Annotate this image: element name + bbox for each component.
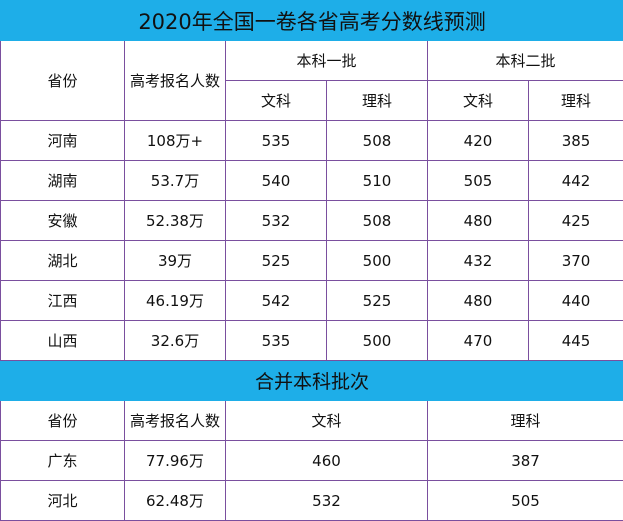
batch2-arts-cell: 420 [428, 121, 529, 161]
batch1-science-cell: 500 [327, 321, 428, 361]
table-row: 河北 62.48万 532 505 [1, 481, 623, 521]
batch2-arts-cell: 480 [428, 281, 529, 321]
header-row-1: 省份 高考报名人数 本科一批 本科二批 [1, 41, 623, 81]
batch1-science-cell: 525 [327, 281, 428, 321]
science-cell: 505 [428, 481, 623, 521]
merged-title-row: 合并本科批次 [1, 361, 623, 401]
merged-header-science: 理科 [428, 401, 623, 441]
province-cell: 广东 [1, 441, 125, 481]
science-cell: 387 [428, 441, 623, 481]
province-cell: 江西 [1, 281, 125, 321]
applicants-cell: 46.19万 [125, 281, 226, 321]
province-cell: 湖北 [1, 241, 125, 281]
arts-cell: 460 [226, 441, 428, 481]
batch1-arts-cell: 542 [226, 281, 327, 321]
batch1-science-cell: 500 [327, 241, 428, 281]
applicants-cell: 53.7万 [125, 161, 226, 201]
batch2-arts-cell: 432 [428, 241, 529, 281]
table-row: 河南 108万+ 535 508 420 385 [1, 121, 623, 161]
province-cell: 山西 [1, 321, 125, 361]
table-row: 山西 32.6万 535 500 470 445 [1, 321, 623, 361]
batch1-science-cell: 510 [327, 161, 428, 201]
table-row: 江西 46.19万 542 525 480 440 [1, 281, 623, 321]
batch2-arts-cell: 480 [428, 201, 529, 241]
header-applicants: 高考报名人数 [125, 41, 226, 121]
batch2-science-cell: 442 [529, 161, 623, 201]
applicants-cell: 52.38万 [125, 201, 226, 241]
header-batch2-arts: 文科 [428, 81, 529, 121]
merged-header-applicants: 高考报名人数 [125, 401, 226, 441]
arts-cell: 532 [226, 481, 428, 521]
merged-header-row: 省份 高考报名人数 文科 理科 [1, 401, 623, 441]
header-batch2-science: 理科 [529, 81, 623, 121]
merged-header-province: 省份 [1, 401, 125, 441]
batch2-science-cell: 445 [529, 321, 623, 361]
batch1-arts-cell: 540 [226, 161, 327, 201]
batch1-science-cell: 508 [327, 201, 428, 241]
header-batch1-arts: 文科 [226, 81, 327, 121]
table-row: 湖北 39万 525 500 432 370 [1, 241, 623, 281]
province-cell: 河南 [1, 121, 125, 161]
applicants-cell: 39万 [125, 241, 226, 281]
applicants-cell: 77.96万 [125, 441, 226, 481]
province-cell: 湖南 [1, 161, 125, 201]
batch2-arts-cell: 470 [428, 321, 529, 361]
table-title: 2020年全国一卷各省高考分数线预测 [1, 1, 623, 41]
batch2-science-cell: 385 [529, 121, 623, 161]
province-cell: 安徽 [1, 201, 125, 241]
batch2-science-cell: 440 [529, 281, 623, 321]
header-batch1: 本科一批 [226, 41, 428, 81]
header-province: 省份 [1, 41, 125, 121]
batch1-arts-cell: 525 [226, 241, 327, 281]
header-batch2: 本科二批 [428, 41, 623, 81]
title-row: 2020年全国一卷各省高考分数线预测 [1, 1, 623, 41]
merged-header-arts: 文科 [226, 401, 428, 441]
province-cell: 河北 [1, 481, 125, 521]
applicants-cell: 62.48万 [125, 481, 226, 521]
table-row: 广东 77.96万 460 387 [1, 441, 623, 481]
applicants-cell: 108万+ [125, 121, 226, 161]
batch1-science-cell: 508 [327, 121, 428, 161]
batch2-science-cell: 425 [529, 201, 623, 241]
applicants-cell: 32.6万 [125, 321, 226, 361]
merged-section-title: 合并本科批次 [1, 361, 623, 401]
batch1-arts-cell: 535 [226, 121, 327, 161]
batch2-science-cell: 370 [529, 241, 623, 281]
table-row: 湖南 53.7万 540 510 505 442 [1, 161, 623, 201]
batch1-arts-cell: 535 [226, 321, 327, 361]
table-row: 安徽 52.38万 532 508 480 425 [1, 201, 623, 241]
batch2-arts-cell: 505 [428, 161, 529, 201]
header-batch1-science: 理科 [327, 81, 428, 121]
batch1-arts-cell: 532 [226, 201, 327, 241]
